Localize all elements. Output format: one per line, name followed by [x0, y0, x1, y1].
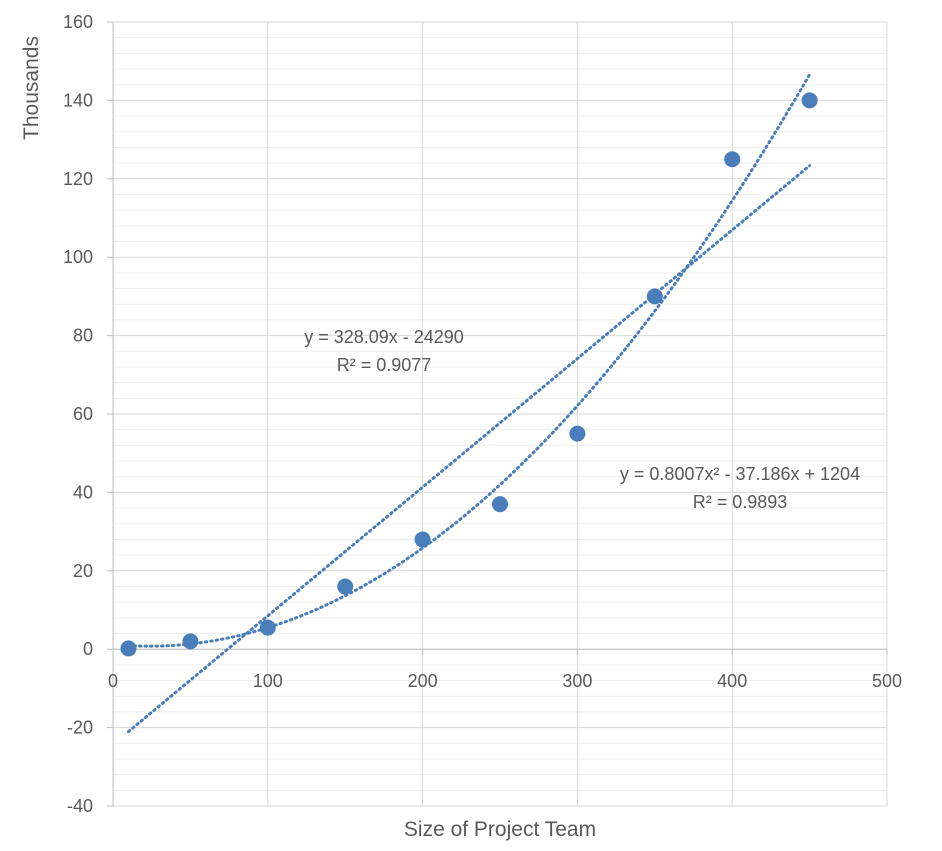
data-point: [492, 496, 508, 513]
y-tick-labels: -40 -20 0 20 40 60 80 100 120 140 160: [63, 12, 93, 816]
polynomial-trendline: [126, 72, 812, 648]
poly-trend-r2: R² = 0.9893: [693, 492, 788, 512]
y-tick-label: 60: [73, 404, 93, 424]
data-point: [646, 288, 663, 305]
x-tick-label: 500: [872, 671, 902, 691]
x-tick-labels: 0 100 200 300 400 500: [108, 671, 902, 691]
x-tick-label: 400: [717, 671, 747, 691]
y-tick-label: 100: [63, 247, 93, 267]
linear-trend-r2: R² = 0.9077: [337, 355, 432, 375]
y-tick-label: 80: [73, 326, 93, 346]
data-point: [120, 640, 137, 657]
x-tick-label: 300: [562, 671, 592, 691]
y-tick-label: 0: [83, 639, 93, 659]
data-point: [182, 633, 199, 650]
x-tick-label: 200: [408, 671, 438, 691]
data-point: [337, 578, 354, 595]
data-points: [120, 92, 818, 657]
poly-trend-equation: y = 0.8007x² - 37.186x + 1204: [620, 464, 860, 484]
major-gridlines: [113, 21, 888, 807]
data-point: [414, 531, 431, 548]
axes: [107, 21, 888, 807]
x-tick-label: 0: [108, 671, 118, 691]
linear-trendline: [126, 164, 812, 734]
y-tick-label: 20: [73, 561, 93, 581]
y-tick-label: -40: [67, 796, 93, 816]
y-tick-label: 40: [73, 482, 93, 502]
data-point: [801, 92, 818, 109]
y-tick-label: 160: [63, 12, 93, 32]
minor-gridlines: [113, 37, 887, 791]
data-point: [259, 619, 276, 636]
data-point: [724, 151, 741, 168]
x-axis-title: Size of Project Team: [404, 818, 596, 841]
y-tick-label: 140: [63, 90, 93, 110]
x-tick-label: 100: [253, 671, 283, 691]
linear-trend-equation: y = 328.09x - 24290: [304, 327, 464, 347]
y-tick-label: -20: [67, 718, 93, 738]
y-axis-title: Thousands: [20, 36, 43, 140]
data-point: [569, 425, 586, 442]
y-tick-label: 120: [63, 169, 93, 189]
trendlines: [126, 72, 812, 734]
